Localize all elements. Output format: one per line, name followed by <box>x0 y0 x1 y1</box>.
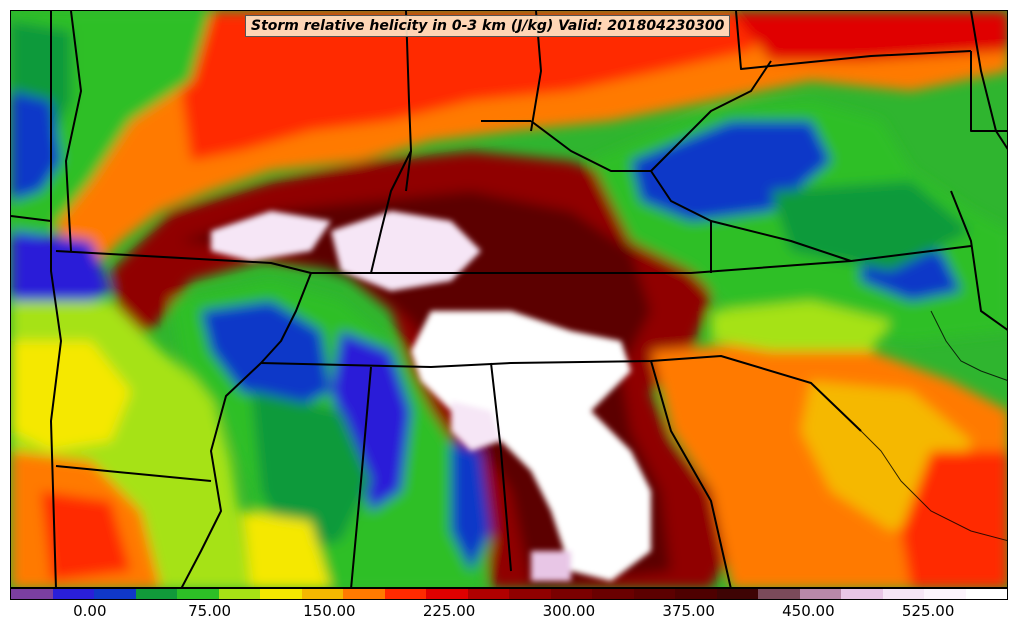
colorbar-labels: 0.00 75.00 150.00 225.00 300.00 375.00 450.00 5… <box>10 602 1008 624</box>
colorbar-swatch <box>343 589 385 599</box>
colorbar <box>10 588 1008 600</box>
colorbar-tick-label: 300.00 <box>542 602 596 620</box>
colorbar-swatch <box>965 589 1007 599</box>
helicity-field <box>11 11 1007 587</box>
colorbar-swatch <box>550 589 592 599</box>
colorbar-tick-label: 225.00 <box>422 602 476 620</box>
colorbar-swatch <box>177 589 219 599</box>
colorbar-tick-label: 75.00 <box>188 602 232 620</box>
coastline <box>860 310 1007 541</box>
colorbar-tick-label: 525.00 <box>901 602 955 620</box>
colorbar-swatch <box>509 589 551 599</box>
colorbar-tick-label: 150.00 <box>303 602 356 620</box>
colorbar-swatch <box>841 589 883 599</box>
colorbar-swatch <box>260 589 302 599</box>
colorbar-swatch <box>882 589 924 599</box>
colorbar-swatch <box>799 589 841 599</box>
colorbar-swatch <box>11 589 53 599</box>
colorbar-swatch <box>633 589 675 599</box>
colorbar-swatch <box>924 589 966 599</box>
colorbar-swatch <box>218 589 260 599</box>
colorbar-swatch <box>135 589 177 599</box>
state-boundaries <box>11 11 1007 587</box>
colorbar-swatch <box>592 589 634 599</box>
map-canvas <box>10 10 1008 588</box>
colorbar-tick-label: 0.00 <box>73 602 107 620</box>
colorbar-swatch <box>426 589 468 599</box>
colorbar-tick-label: 450.00 <box>782 602 835 620</box>
colorbar-swatch <box>301 589 343 599</box>
colorbar-tick-label: 375.00 <box>662 602 715 620</box>
colorbar-swatch <box>384 589 426 599</box>
colorbar-swatch <box>675 589 717 599</box>
colorbar-swatch <box>716 589 758 599</box>
colorbar-swatch <box>52 589 94 599</box>
helicity-maximum <box>211 211 651 581</box>
colorbar-swatch <box>758 589 800 599</box>
colorbar-swatch <box>94 589 136 599</box>
colorbar-swatch <box>467 589 509 599</box>
map-title: Storm relative helicity in 0-3 km (J/kg)… <box>245 15 731 37</box>
